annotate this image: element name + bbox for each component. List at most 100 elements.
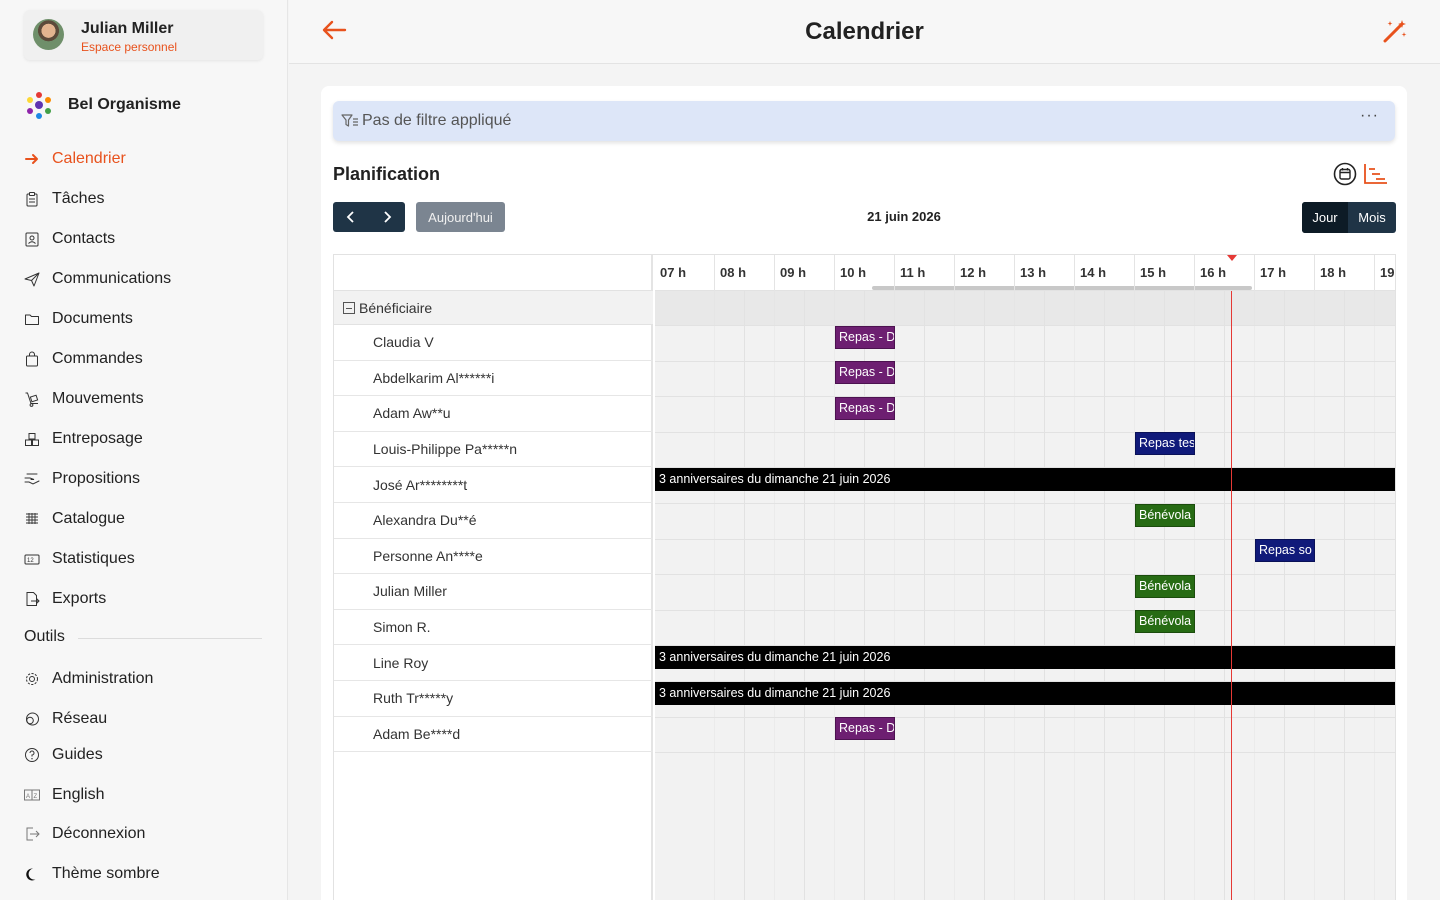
filter-status-text: Pas de filtre appliqué bbox=[362, 112, 512, 129]
scheduler: Bénéficiaire Claudia V Abdelkarim Al*****… bbox=[333, 254, 1396, 900]
hour-label: 08 h bbox=[720, 265, 747, 280]
filter-bar[interactable]: Pas de filtre appliqué ··· bbox=[333, 101, 1395, 141]
calendar-event[interactable]: 3 anniversaires du dimanche 21 juin 2026 bbox=[655, 645, 1395, 669]
view-month-button[interactable]: Mois bbox=[1358, 210, 1386, 225]
page-title: Calendrier bbox=[805, 18, 924, 45]
tool-english[interactable]: A Z English bbox=[24, 783, 104, 807]
next-day-button[interactable] bbox=[369, 202, 405, 232]
tool-guides[interactable]: Guides bbox=[24, 743, 103, 767]
resource-row: Simon R. bbox=[334, 610, 653, 646]
grid-hline bbox=[655, 574, 1395, 576]
shopping-bag-icon bbox=[24, 351, 40, 367]
gear-icon bbox=[24, 671, 40, 687]
nav-item-label: Entreposage bbox=[52, 430, 143, 447]
grid-vline bbox=[714, 291, 715, 900]
grid-hline bbox=[655, 752, 1395, 754]
calendar-event[interactable]: Repas - D bbox=[835, 396, 895, 420]
back-arrow-icon[interactable] bbox=[321, 18, 347, 42]
nav-item-calendrier[interactable]: Calendrier bbox=[24, 147, 126, 171]
timeline-scrollbar[interactable] bbox=[872, 286, 1252, 290]
timeline[interactable]: 07 h 08 h 09 h 10 h 11 h 12 h 13 h 14 h 15 h 16 h… bbox=[655, 255, 1395, 900]
tool-d-connexion[interactable]: Déconnexion bbox=[24, 822, 145, 846]
calendar-event[interactable]: Repas tes bbox=[1135, 432, 1195, 456]
calendar-card: Pas de filtre appliqué ··· Planification… bbox=[321, 86, 1407, 900]
nav-item-statistiques[interactable]: 12 Statistiques bbox=[24, 547, 135, 571]
nav-item-exports[interactable]: Exports bbox=[24, 587, 106, 611]
calendar-event[interactable]: Repas - D bbox=[835, 325, 895, 349]
network-circles-icon bbox=[24, 711, 40, 727]
magic-wand-icon[interactable] bbox=[1382, 18, 1408, 44]
resource-row: Line Roy bbox=[334, 645, 653, 681]
view-day-button[interactable]: Jour bbox=[1302, 202, 1348, 233]
grid-vline bbox=[954, 291, 955, 900]
filter-icon bbox=[341, 114, 358, 127]
calendar-event[interactable]: 3 anniversaires du dimanche 21 juin 2026 bbox=[655, 681, 1395, 705]
calendar-event[interactable]: Repas - D bbox=[835, 717, 895, 741]
logout-icon bbox=[24, 826, 40, 842]
current-time-line bbox=[1231, 291, 1232, 900]
resource-row: Ruth Tr*****y bbox=[334, 681, 653, 717]
calendar-event[interactable]: Repas so bbox=[1255, 539, 1315, 563]
offer-hand-icon bbox=[24, 471, 40, 487]
date-nav-group bbox=[333, 202, 405, 232]
grid-vline bbox=[1374, 291, 1375, 900]
resource-row: Claudia V bbox=[334, 325, 653, 361]
calendar-event[interactable]: Repas - D bbox=[835, 361, 895, 385]
resource-row: Julian Miller bbox=[334, 574, 653, 610]
group-band bbox=[655, 291, 1395, 325]
nav-item-commandes[interactable]: Commandes bbox=[24, 347, 143, 371]
nav-item-label: Contacts bbox=[52, 230, 116, 247]
nav-item-catalogue[interactable]: Catalogue bbox=[24, 507, 125, 531]
previous-day-button[interactable] bbox=[333, 202, 369, 232]
grid-hline bbox=[655, 609, 1395, 611]
dolly-icon bbox=[24, 391, 40, 407]
hour-label: 10 h bbox=[840, 265, 867, 280]
resource-row: Louis-Philippe Pa*****n bbox=[334, 432, 653, 468]
organization[interactable]: Bel Organisme bbox=[24, 90, 181, 120]
grid-hline bbox=[655, 396, 1395, 398]
user-name: Julian Miller bbox=[81, 20, 174, 37]
timeline-grid[interactable]: Repas - D Repas - D Repas - D Repas tes 3 an… bbox=[655, 291, 1395, 900]
resource-row: Adam Be****d bbox=[334, 717, 653, 753]
grid-vline bbox=[924, 291, 925, 900]
hour-separator bbox=[1314, 255, 1315, 291]
nav-item-communications[interactable]: Communications bbox=[24, 267, 171, 291]
tool-label: Réseau bbox=[52, 710, 108, 727]
nav-item-mouvements[interactable]: Mouvements bbox=[24, 387, 144, 411]
hour-separator bbox=[1134, 255, 1135, 291]
moon-icon bbox=[24, 866, 40, 882]
hour-label: 11 h bbox=[900, 265, 926, 280]
calendar-event[interactable]: Bénévola bbox=[1135, 574, 1195, 598]
tool-r-seau[interactable]: Réseau bbox=[24, 707, 107, 731]
paper-plane-icon bbox=[24, 271, 40, 287]
hour-separator bbox=[1014, 255, 1015, 291]
tool-label: Guides bbox=[52, 746, 103, 763]
arrow-right-icon bbox=[24, 151, 40, 167]
user-card[interactable]: Julian Miller Espace personnel bbox=[24, 10, 263, 60]
warehouse-boxes-icon bbox=[24, 431, 40, 447]
nav-item-contacts[interactable]: Contacts bbox=[24, 227, 115, 251]
nav-item-propositions[interactable]: Propositions bbox=[24, 467, 140, 491]
tool-administration[interactable]: Administration bbox=[24, 667, 153, 691]
hour-separator bbox=[954, 255, 955, 291]
nav-item-entreposage[interactable]: Entreposage bbox=[24, 427, 143, 451]
calendar-event[interactable]: Bénévola bbox=[1135, 610, 1195, 634]
tool-label: Déconnexion bbox=[52, 825, 146, 842]
tool-th-me-sombre[interactable]: Thème sombre bbox=[24, 862, 160, 886]
filter-more-button[interactable]: ··· bbox=[1360, 107, 1379, 124]
sidebar: Julian Miller Espace personnel Bel Organ… bbox=[0, 0, 288, 900]
nav-item-t-ches[interactable]: Tâches bbox=[24, 187, 104, 211]
nav-item-label: Tâches bbox=[52, 190, 105, 207]
nav-item-documents[interactable]: Documents bbox=[24, 307, 133, 331]
timeline-view-icon[interactable] bbox=[1363, 162, 1389, 186]
calendar-view-icon[interactable] bbox=[1333, 162, 1357, 186]
grid-vline bbox=[1044, 291, 1045, 900]
resource-row: José Ar********t bbox=[334, 467, 653, 503]
calendar-event[interactable]: 3 anniversaires du dimanche 21 juin 2026 bbox=[655, 467, 1395, 491]
svg-text:A: A bbox=[26, 794, 30, 800]
calendar-event[interactable]: Bénévola bbox=[1135, 503, 1195, 527]
grid-vline bbox=[1224, 291, 1225, 900]
today-button[interactable]: Aujourd'hui bbox=[416, 202, 505, 232]
collapse-group-icon[interactable] bbox=[343, 301, 355, 314]
